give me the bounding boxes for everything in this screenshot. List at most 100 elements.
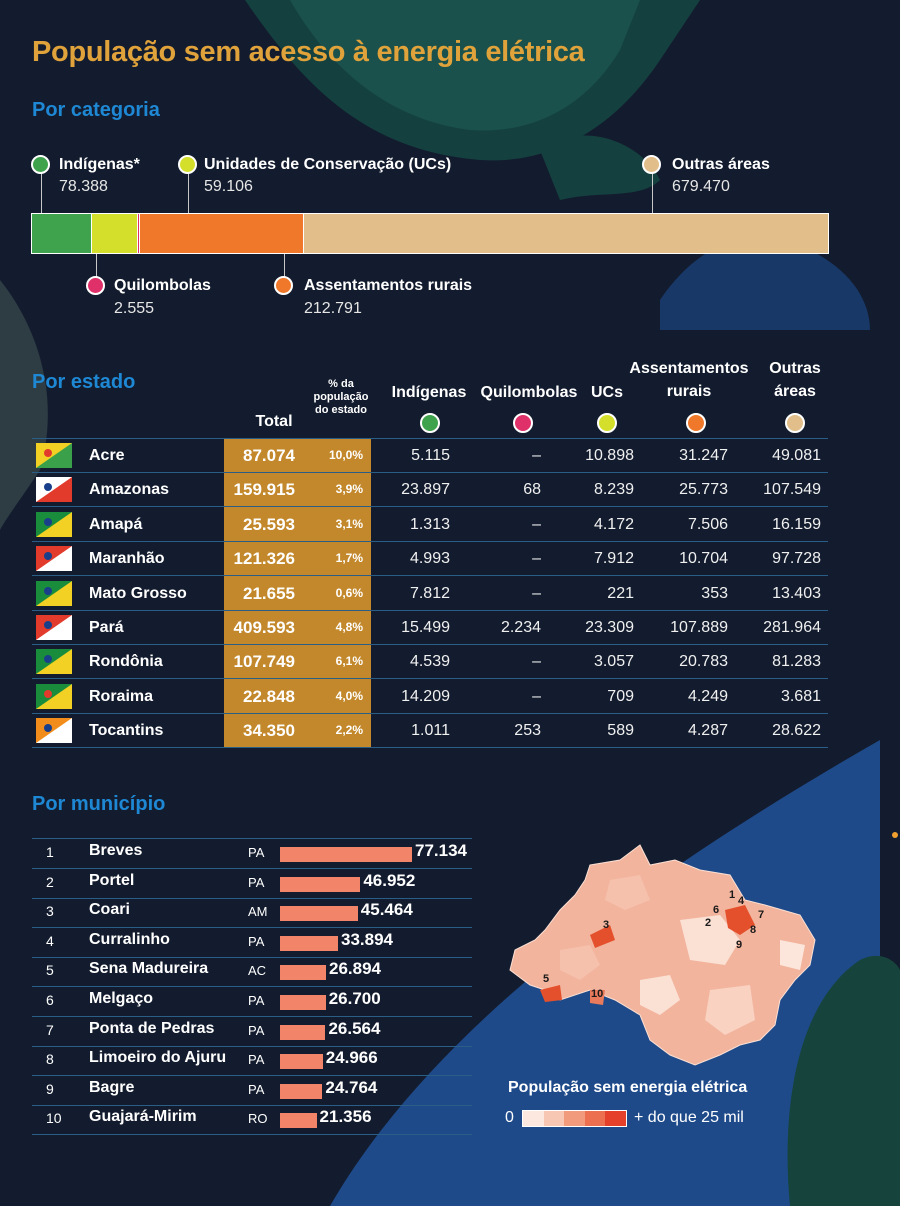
state-pct: 10,0%	[328, 448, 363, 462]
state-qui: –	[532, 687, 541, 705]
section-title-municipio: Por município	[32, 793, 166, 815]
state-out: 16.159	[772, 515, 821, 533]
map-region-base	[509, 844, 816, 1066]
map-region-mid-2	[605, 875, 650, 910]
section-title-estado: Por estado	[32, 371, 136, 393]
municipio-value: 33.894	[341, 929, 393, 949]
table-row: Rondônia 107.749 6,1% 4.539 – 3.057 20.783 81.2…	[32, 645, 828, 680]
municipio-bar	[280, 1083, 323, 1099]
municipio-rank: 9	[46, 1080, 54, 1097]
state-flag-icon	[36, 580, 72, 606]
state-name: Amazonas	[89, 481, 170, 499]
state-qui: –	[532, 653, 541, 671]
map-region-light-2	[705, 985, 755, 1035]
municipio-uf: PA	[248, 874, 265, 890]
legend-value-indigenas: 78.388	[59, 178, 108, 195]
table-top-rule	[32, 438, 828, 439]
municipio-name: Ponta de Pedras	[89, 1019, 215, 1037]
state-ind: 23.897	[401, 481, 450, 499]
total-column-highlight	[224, 439, 371, 748]
state-ass: 20.783	[679, 653, 728, 671]
state-ass: 10.704	[679, 550, 728, 568]
scale-step-1	[523, 1111, 544, 1126]
header-outras-dot	[785, 413, 805, 433]
state-total: 159.915	[233, 480, 295, 500]
map-marker-3: 3	[603, 919, 609, 931]
header-assentamentos: Assentamentos rurais	[618, 357, 760, 403]
legend-label-ucs: Unidades de Conservação (UCs)	[204, 156, 452, 173]
state-pct: 1,7%	[335, 551, 363, 566]
municipio-value: 21.356	[319, 1107, 372, 1127]
municipio-rank: 5	[46, 962, 54, 979]
map-region-light-1	[680, 915, 740, 965]
municipio-value: 45.464	[360, 900, 413, 920]
table-row: Roraima 22.848 4,0% 14.209 – 709 4.249 3.681	[32, 680, 828, 714]
assentamentos-dot	[274, 276, 293, 295]
state-flag-icon	[36, 443, 72, 468]
municipio-name: Breves	[89, 842, 143, 859]
state-ass: 25.773	[679, 481, 728, 499]
state-ucs: 3.057	[593, 653, 634, 671]
state-pct: 6,1%	[335, 654, 363, 669]
quilombolas-dot	[86, 276, 105, 295]
state-name: Rondônia	[89, 653, 163, 671]
municipio-rank: 1	[46, 844, 54, 860]
category-segment-2	[139, 214, 305, 253]
state-out: 81.283	[772, 653, 821, 671]
leader-line-indigenas	[41, 168, 42, 213]
state-total: 107.749	[233, 652, 295, 672]
table-row: Amapá 25.593 3,1% 1.313 – 4.172 7.506 16.159	[32, 508, 828, 542]
state-pct: 3,9%	[335, 482, 363, 497]
municipio-value: 26.564	[328, 1018, 381, 1038]
map-marker-5: 5	[543, 973, 549, 985]
state-ucs: 589	[607, 722, 634, 740]
state-ind: 5.115	[411, 447, 450, 464]
state-ind: 1.313	[409, 515, 450, 533]
state-ind: 4.539	[409, 653, 450, 671]
state-out: 13.403	[772, 584, 821, 602]
map-marker-10: 10	[591, 988, 603, 1000]
state-ass: 107.889	[670, 619, 728, 636]
table-row: Acre 87.074 10,0% 5.115 – 10.898 31.247 49.081	[32, 439, 828, 473]
state-ind: 1.011	[411, 722, 450, 740]
category-segment-0	[32, 214, 93, 253]
list-item: 5 Sena Madureira AC 26.894	[32, 957, 472, 988]
municipio-name: Limoeiro do Ajuru	[89, 1049, 227, 1067]
legend-label-indigenas: Indígenas*	[59, 156, 140, 173]
municipio-bar	[280, 1054, 323, 1070]
map-marker-4: 4	[738, 895, 745, 907]
municipio-uf: RO	[248, 1111, 268, 1127]
municipio-rank: 3	[46, 903, 54, 920]
municipio-rank: 4	[46, 932, 54, 949]
outras-dot	[642, 155, 661, 174]
municipio-name: Melgaço	[89, 990, 154, 1007]
list-item: 10 Guajará-Mirim RO 21.356	[32, 1105, 472, 1136]
municipio-uf: PA	[248, 1022, 265, 1038]
municipio-rank: 6	[46, 992, 54, 1008]
municipio-name: Portel	[89, 871, 135, 889]
map-marker-8: 8	[750, 924, 756, 936]
state-total: 121.326	[233, 549, 295, 569]
state-out: 97.728	[772, 550, 821, 568]
state-qui: –	[532, 515, 541, 533]
header-pct-line-3: do estado	[315, 404, 367, 416]
map-scale-min: 0	[505, 1109, 514, 1126]
municipio-value: 46.952	[363, 870, 416, 890]
municipio-value: 24.966	[325, 1048, 378, 1068]
state-out: 281.964	[763, 619, 821, 636]
list-item: 8 Limoeiro do Ajuru PA 24.966	[32, 1046, 472, 1077]
header-ucs: UCs	[590, 384, 623, 401]
header-total: Total	[255, 413, 293, 430]
municipio-uf: PA	[248, 933, 265, 949]
municipio-value: 26.700	[328, 989, 381, 1008]
state-pct: 2,2%	[335, 723, 363, 738]
header-outras: Outras áreas	[760, 357, 830, 403]
header-indigenas: Indígenas	[391, 384, 467, 401]
state-pct: 0,6%	[335, 585, 363, 600]
category-segment-4	[138, 214, 140, 253]
municipio-rank: 8	[46, 1051, 54, 1068]
state-flag-icon	[36, 511, 72, 537]
scale-step-3	[564, 1111, 585, 1126]
state-ucs: 23.309	[585, 619, 634, 636]
state-ass: 4.249	[687, 687, 728, 705]
